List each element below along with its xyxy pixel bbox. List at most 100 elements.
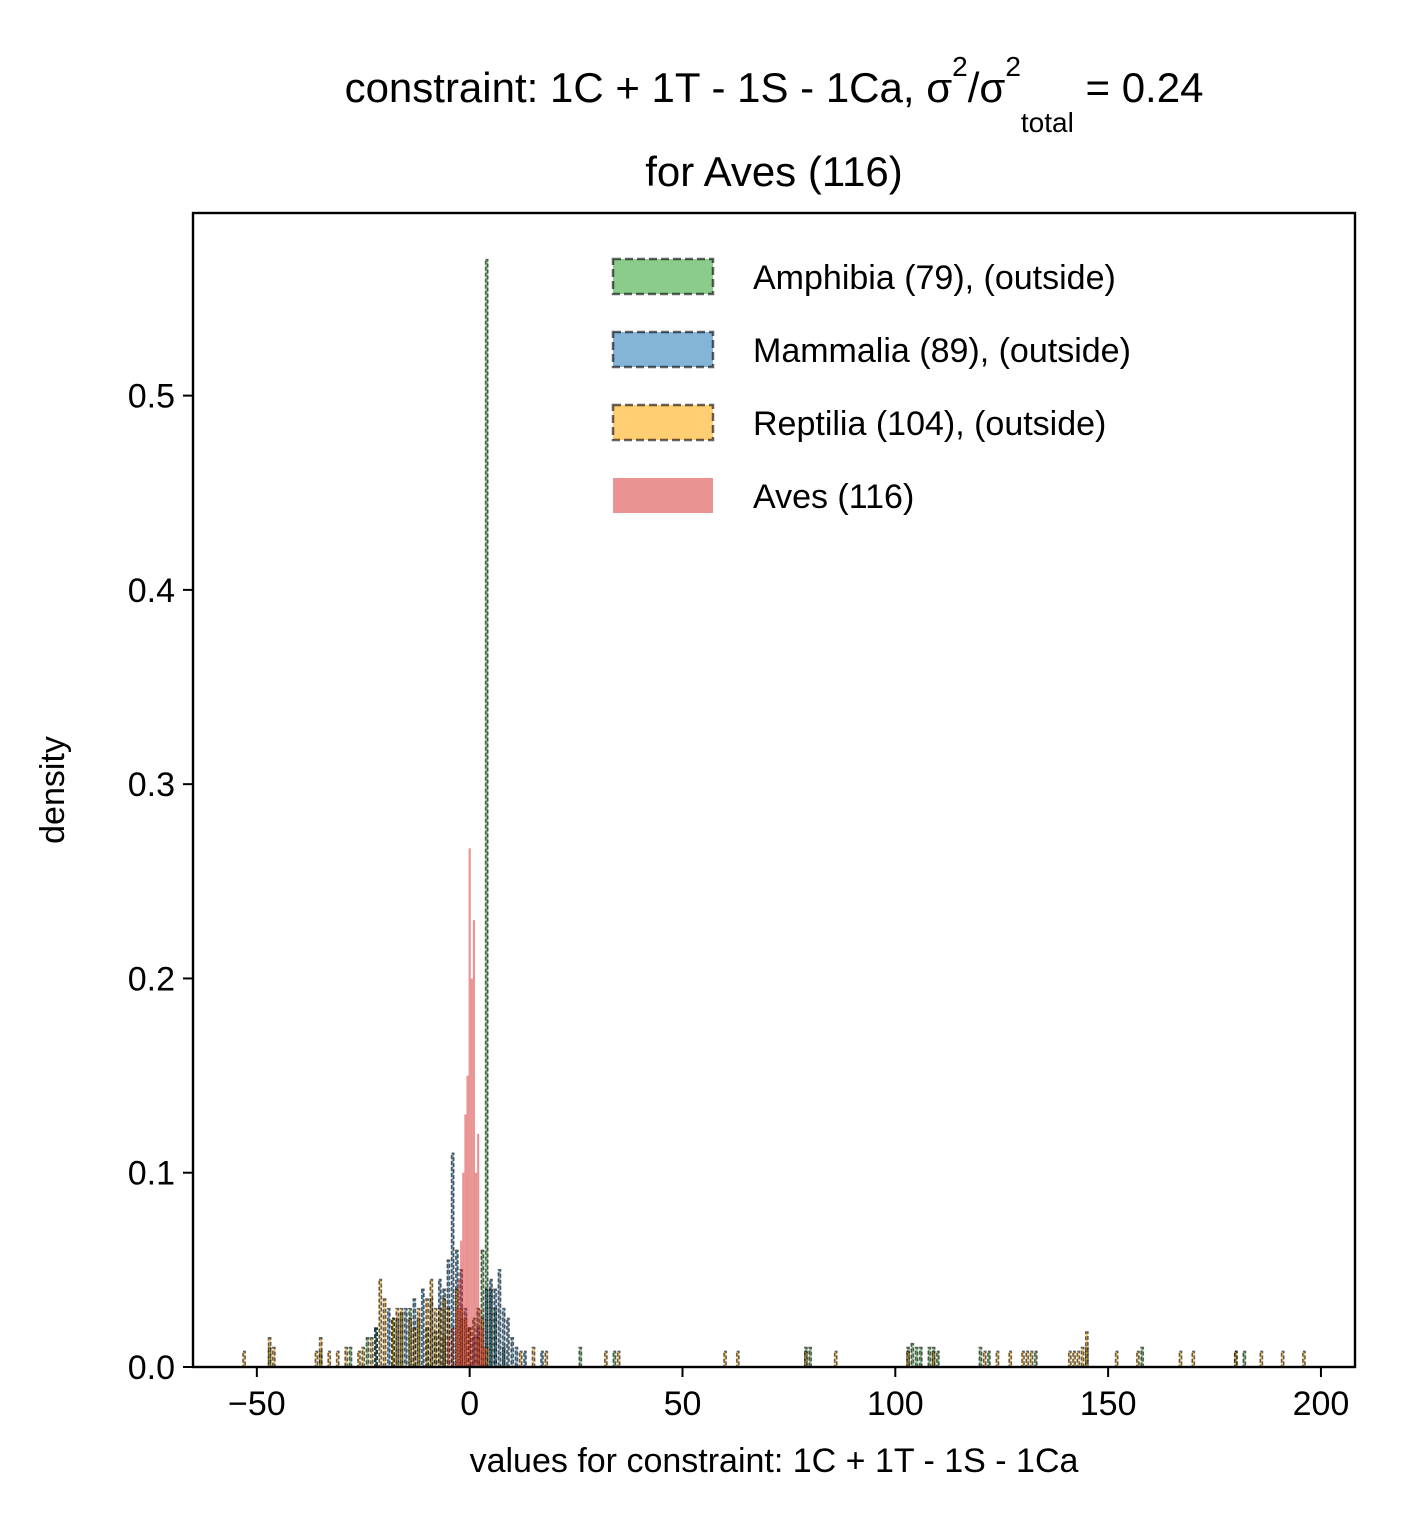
bar	[472, 920, 475, 1367]
bar	[416, 1307, 421, 1368]
bar	[723, 1350, 727, 1368]
bar	[399, 1307, 404, 1368]
bar	[1033, 1350, 1038, 1368]
y-tick-label: 0.1	[128, 1155, 175, 1193]
bar	[365, 1337, 370, 1368]
y-tick-label: 0.2	[128, 960, 175, 998]
bar	[1136, 1350, 1140, 1368]
y-tick-label: 0.5	[128, 378, 175, 416]
bar	[1233, 1350, 1238, 1368]
bar	[382, 1298, 387, 1368]
bar	[460, 1240, 463, 1367]
legend: Amphibia (79), (outside) Mammalia (89), (…	[611, 257, 1131, 516]
legend-swatch	[611, 330, 715, 369]
bar	[429, 1278, 434, 1368]
bar	[314, 1350, 319, 1368]
bar	[497, 1269, 502, 1368]
bar	[914, 1346, 919, 1368]
bar	[447, 1337, 450, 1367]
bar	[466, 1075, 469, 1367]
bar	[1114, 1350, 1119, 1368]
legend-label: Amphibia (79), (outside)	[753, 259, 1116, 297]
bar	[468, 848, 471, 1367]
x-tick-label: 50	[664, 1385, 702, 1423]
bar	[616, 1350, 621, 1368]
title-sup2: 2	[1005, 51, 1021, 82]
bar	[408, 1317, 412, 1368]
bar	[506, 1317, 510, 1368]
plot-area-frame	[191, 211, 1357, 1369]
bar	[474, 1172, 478, 1367]
x-tick-label: 200	[1293, 1385, 1350, 1423]
bar	[544, 1350, 549, 1368]
bar	[833, 1350, 838, 1368]
bar	[242, 1350, 246, 1368]
bar	[425, 1298, 429, 1368]
bar	[348, 1346, 353, 1368]
x-tick-label: 100	[867, 1385, 924, 1423]
y-tick-label: 0.3	[128, 766, 175, 804]
bar	[391, 1317, 395, 1368]
bar	[1191, 1350, 1196, 1368]
bar	[438, 1307, 442, 1368]
bar	[978, 1346, 983, 1368]
bar	[604, 1350, 608, 1368]
bar	[484, 1346, 489, 1368]
bar	[927, 1346, 932, 1368]
x-tick-label: 0	[460, 1385, 479, 1423]
y-tick-label: 0.0	[128, 1349, 175, 1387]
bar	[518, 1350, 523, 1368]
bar	[344, 1346, 349, 1368]
legend-label: Reptilia (104), (outside)	[753, 405, 1106, 443]
bar	[1178, 1350, 1183, 1368]
bar	[531, 1346, 536, 1368]
bar	[987, 1350, 991, 1368]
bar	[493, 1288, 498, 1368]
bar	[501, 1307, 506, 1368]
bar	[412, 1327, 417, 1368]
title-sup1: 2	[952, 51, 968, 82]
y-axis-label: density	[34, 736, 72, 844]
x-tick-label: 150	[1080, 1385, 1137, 1423]
bar	[1140, 1346, 1145, 1368]
bar	[457, 1279, 461, 1367]
bar	[484, 258, 489, 1368]
bar	[910, 1342, 915, 1368]
x-axis-label: values for constraint: 1C + 1T - 1S - 1C…	[470, 1442, 1079, 1480]
bar	[395, 1307, 400, 1368]
series-4-bars	[447, 848, 486, 1367]
bar	[1280, 1350, 1285, 1368]
x-axis-ticks: −50 0 50 100 150 200	[228, 1367, 1349, 1423]
bar	[378, 1278, 383, 1368]
bar	[374, 1327, 378, 1368]
bar	[470, 978, 473, 1367]
title-prefix: constraint: 1C + 1T - 1S - 1Ca, σ	[345, 64, 953, 111]
bar	[1021, 1350, 1025, 1368]
bar	[318, 1337, 323, 1368]
bar	[523, 1350, 527, 1368]
bar	[808, 1346, 813, 1368]
bar	[982, 1350, 987, 1368]
bar	[464, 1114, 467, 1367]
bar	[462, 1172, 465, 1367]
legend-swatch	[611, 257, 715, 296]
bar	[918, 1346, 923, 1368]
bar	[386, 1307, 391, 1368]
x-tick-label: −50	[228, 1385, 286, 1423]
title-sub: total	[1021, 107, 1074, 138]
bar	[1080, 1346, 1085, 1368]
bar	[369, 1337, 374, 1368]
bar	[420, 1288, 425, 1368]
bar	[906, 1350, 910, 1368]
bar	[936, 1350, 940, 1368]
plot-area-background	[193, 213, 1355, 1367]
bar	[1025, 1350, 1030, 1368]
bar	[327, 1350, 332, 1368]
bar	[1076, 1350, 1081, 1368]
y-axis-ticks: 0.0 0.1 0.2 0.3 0.4 0.5	[128, 378, 193, 1387]
bar	[1067, 1350, 1072, 1368]
title-suffix: = 0.24	[1074, 64, 1204, 111]
bar	[1029, 1350, 1034, 1368]
legend-swatch	[613, 478, 713, 513]
